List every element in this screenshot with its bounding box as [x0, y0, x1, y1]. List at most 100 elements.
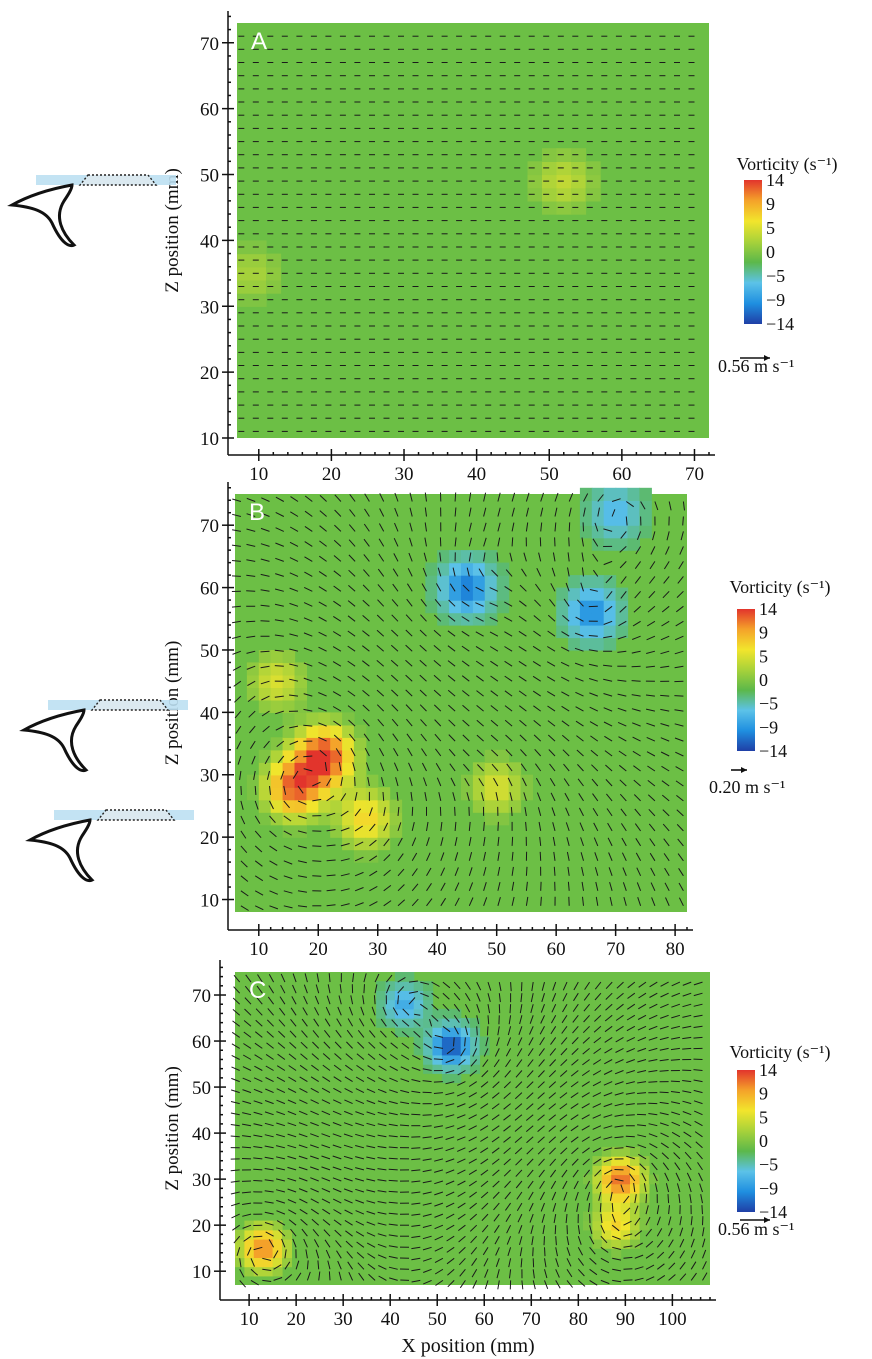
velocity-arrow	[592, 538, 599, 547]
velocity-arrow	[322, 1053, 331, 1060]
velocity-arrow	[377, 1157, 387, 1160]
velocity-arrow	[654, 501, 659, 511]
velocity-arrow	[340, 793, 347, 802]
velocity-arrow	[454, 507, 457, 517]
vorticity-cell	[571, 174, 587, 189]
velocity-arrow	[449, 583, 456, 592]
velocity-arrow	[490, 675, 499, 682]
velocity-arrow	[603, 1103, 613, 1108]
vorticity-cell	[585, 187, 601, 202]
velocity-arrow	[334, 494, 342, 502]
vorticity-cell	[272, 1257, 283, 1268]
velocity-arrow	[292, 984, 297, 994]
velocity-arrow	[287, 1099, 297, 1105]
velocity-arrow	[518, 690, 527, 697]
vorticity-cell	[342, 799, 355, 813]
velocity-arrow	[575, 677, 584, 682]
velocity-arrow	[340, 827, 350, 832]
velocity-arrow	[244, 1008, 252, 1016]
velocity-arrow	[468, 1114, 477, 1120]
velocity-arrow	[290, 1007, 297, 1016]
velocity-arrow	[571, 1059, 579, 1066]
velocity-arrow	[464, 992, 471, 1002]
velocity-arrow	[468, 522, 472, 532]
vorticity-cell	[460, 1045, 471, 1056]
velocity-arrow	[457, 1213, 466, 1220]
velocity-arrow	[625, 1145, 635, 1149]
x-tick-label: 50	[428, 1309, 447, 1330]
velocity-arrow	[246, 513, 256, 517]
velocity-arrow	[388, 1245, 398, 1248]
velocity-arrow	[520, 749, 527, 757]
velocity-arrow	[577, 1225, 581, 1235]
velocity-arrow	[634, 1242, 643, 1248]
velocity-arrow	[344, 1087, 353, 1094]
velocity-arrow	[254, 1054, 263, 1060]
velocity-arrow	[422, 1055, 432, 1060]
velocity-arrow	[355, 1167, 365, 1171]
velocity-arrow	[515, 1158, 523, 1166]
velocity-arrow	[253, 1088, 263, 1094]
velocity-arrow	[608, 867, 613, 876]
vorticity-cell	[272, 1229, 283, 1240]
velocity-arrow	[671, 1003, 681, 1008]
velocity-arrow	[401, 1020, 410, 1027]
velocity-arrow	[233, 986, 241, 994]
velocity-arrow	[485, 1037, 489, 1047]
velocity-arrow	[421, 748, 427, 757]
velocity-arrow	[497, 821, 499, 831]
velocity-arrow	[679, 1250, 686, 1259]
vorticity-cell	[377, 787, 391, 801]
velocity-arrow	[477, 764, 484, 772]
velocity-arrow	[532, 1280, 536, 1290]
velocity-arrow	[580, 852, 584, 861]
velocity-arrow	[515, 1070, 523, 1078]
velocity-arrow	[357, 1029, 365, 1038]
velocity-arrow	[264, 1222, 274, 1226]
vorticity-cell	[330, 749, 343, 763]
velocity-arrow	[538, 552, 542, 562]
velocity-arrow	[553, 851, 556, 861]
velocity-arrow	[468, 507, 472, 517]
velocity-arrow	[289, 1042, 297, 1049]
velocity-arrow	[300, 1053, 308, 1060]
velocity-arrow	[670, 1059, 680, 1061]
velocity-arrow	[518, 1026, 523, 1035]
velocity-arrow	[660, 737, 670, 742]
velocity-arrow	[333, 1076, 342, 1083]
velocity-arrow	[605, 779, 613, 787]
velocity-arrow	[609, 896, 613, 906]
vorticity-cell	[270, 762, 284, 776]
velocity-arrow	[576, 599, 584, 607]
velocity-arrow	[301, 1018, 308, 1027]
velocity-arrow	[519, 719, 527, 727]
velocity-arrow	[348, 1271, 354, 1281]
velocity-arrow	[254, 830, 262, 839]
velocity-arrow	[618, 620, 627, 627]
velocity-arrow	[623, 896, 627, 906]
vorticity-cell	[270, 650, 284, 664]
vorticity-cell	[496, 749, 510, 763]
vorticity-cell	[520, 787, 533, 801]
field-background	[237, 23, 709, 438]
velocity-arrow	[592, 553, 599, 562]
velocity-arrow	[463, 763, 470, 772]
velocity-arrow	[634, 1205, 639, 1215]
x-tick-label: 20	[287, 1309, 306, 1330]
velocity-arrow	[274, 619, 284, 622]
vorticity-cell	[237, 279, 253, 294]
velocity-arrow	[671, 1025, 681, 1029]
velocity-arrow	[345, 1053, 353, 1060]
velocity-arrow	[591, 778, 599, 787]
velocity-arrow	[435, 1279, 444, 1286]
velocity-arrow	[377, 1134, 387, 1138]
vorticity-cell	[592, 1174, 603, 1185]
velocity-arrow	[476, 993, 481, 1002]
velocity-arrow	[678, 897, 684, 907]
velocity-arrow	[573, 992, 579, 1002]
vorticity-cell	[353, 787, 367, 801]
vorticity-cell	[484, 774, 498, 788]
vorticity-cell	[556, 161, 572, 176]
velocity-arrow	[254, 1031, 263, 1038]
velocity-arrow	[577, 1280, 586, 1287]
